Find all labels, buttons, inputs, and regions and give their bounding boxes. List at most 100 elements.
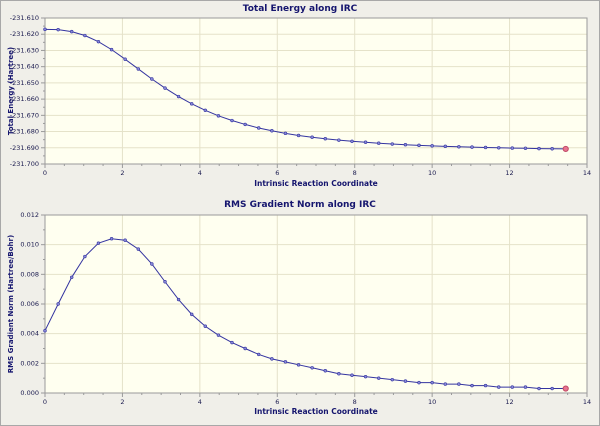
energy-x-axis-label: Intrinsic Reaction Coordinate — [254, 179, 378, 188]
selected-point-marker[interactable] — [562, 145, 569, 153]
data-point-marker[interactable] — [123, 57, 127, 61]
y-tick-label: 0.008 — [20, 270, 39, 278]
data-point-marker[interactable] — [43, 27, 47, 32]
y-tick-label: -231.610 — [10, 14, 39, 22]
data-point-marker[interactable] — [443, 144, 448, 149]
data-point-marker[interactable] — [190, 312, 194, 317]
data-point-marker[interactable] — [96, 241, 101, 245]
data-point-marker[interactable] — [203, 108, 207, 113]
data-point-marker[interactable] — [390, 377, 394, 382]
data-point-marker[interactable] — [497, 385, 501, 389]
data-point-marker[interactable] — [457, 145, 461, 149]
energy-plot-canvas[interactable]: -231.700 -231.690 -231.680 -231.670 -231.660… — [3, 3, 597, 199]
data-point-marker[interactable] — [109, 47, 114, 52]
data-point-marker[interactable] — [43, 329, 47, 333]
data-point-marker[interactable] — [56, 302, 60, 306]
y-tick-label: -231.670 — [10, 111, 39, 119]
data-point-marker[interactable] — [230, 340, 234, 345]
series-line — [44, 238, 566, 390]
data-point-marker[interactable] — [537, 146, 541, 151]
x-tick-label: 4 — [198, 398, 202, 406]
data-point-marker[interactable] — [403, 142, 408, 147]
data-point-marker[interactable] — [203, 324, 207, 328]
data-point-marker[interactable] — [123, 238, 127, 242]
data-point-marker[interactable] — [363, 374, 368, 379]
data-point-marker[interactable] — [323, 136, 327, 141]
data-point-marker[interactable] — [70, 275, 74, 280]
data-point-marker[interactable] — [430, 380, 434, 385]
data-point-marker[interactable] — [497, 146, 501, 150]
y-tick-label: -231.650 — [10, 79, 39, 87]
data-point-marker[interactable] — [457, 382, 461, 386]
data-point-marker[interactable] — [176, 94, 181, 99]
plot-area[interactable] — [45, 18, 587, 164]
data-point-marker[interactable] — [310, 135, 314, 139]
data-point-marker[interactable] — [190, 102, 194, 106]
data-point-marker[interactable] — [350, 373, 354, 377]
data-point-marker[interactable] — [150, 77, 154, 81]
data-point-marker[interactable] — [109, 237, 114, 241]
data-point-marker[interactable] — [417, 380, 421, 385]
data-point-marker[interactable] — [163, 280, 167, 284]
data-point-marker[interactable] — [257, 352, 261, 357]
x-tick-label: 0 — [43, 169, 47, 177]
data-point-marker[interactable] — [216, 114, 221, 118]
data-point-marker[interactable] — [550, 147, 554, 151]
data-point-marker[interactable] — [176, 297, 181, 302]
data-point-marker[interactable] — [323, 369, 327, 373]
data-point-marker[interactable] — [136, 247, 141, 251]
data-point-marker[interactable] — [296, 363, 301, 367]
data-point-marker[interactable] — [216, 333, 221, 337]
gradient-plot-canvas[interactable]: 0.000 0.002 0.004 0.006 0.008 0.010 0.012 0 2 4 6 8… — [3, 199, 597, 423]
data-point-marker[interactable] — [96, 39, 101, 44]
y-tick-label: -231.680 — [10, 128, 39, 136]
data-point-marker[interactable] — [83, 33, 87, 38]
data-point-marker[interactable] — [350, 139, 354, 143]
data-point-marker[interactable] — [70, 29, 74, 34]
data-point-marker[interactable] — [270, 357, 274, 361]
data-point-marker[interactable] — [243, 122, 247, 127]
data-point-marker[interactable] — [283, 360, 288, 364]
data-point-marker[interactable] — [417, 143, 421, 148]
x-tick-label: 14 — [583, 398, 591, 406]
x-tick-label: 4 — [198, 169, 202, 177]
data-point-marker[interactable] — [56, 27, 60, 32]
data-point-marker[interactable] — [403, 379, 408, 383]
data-point-marker[interactable] — [310, 366, 314, 370]
data-point-marker[interactable] — [483, 145, 488, 150]
data-point-marker[interactable] — [337, 138, 341, 142]
data-point-marker[interactable] — [537, 386, 541, 391]
data-point-marker[interactable] — [243, 346, 247, 351]
data-point-marker[interactable] — [510, 146, 514, 150]
data-point-marker[interactable] — [230, 118, 234, 123]
data-point-marker[interactable] — [83, 254, 87, 259]
x-tick-label: 12 — [505, 169, 513, 177]
data-point-marker[interactable] — [337, 372, 341, 376]
data-point-marker[interactable] — [257, 126, 261, 130]
data-point-marker[interactable] — [283, 131, 288, 136]
data-point-marker[interactable] — [523, 146, 528, 150]
data-point-marker[interactable] — [550, 386, 554, 391]
data-point-marker[interactable] — [377, 141, 381, 145]
data-point-marker[interactable] — [363, 140, 368, 144]
data-point-marker[interactable] — [510, 385, 514, 389]
data-point-marker[interactable] — [430, 144, 434, 148]
data-point-marker[interactable] — [523, 385, 528, 389]
data-point-marker[interactable] — [270, 129, 274, 133]
data-point-marker[interactable] — [377, 376, 381, 380]
data-point-marker[interactable] — [483, 383, 488, 388]
x-tick-label: 8 — [353, 398, 357, 406]
data-point-marker[interactable] — [470, 383, 474, 388]
data-point-marker[interactable] — [150, 262, 154, 266]
data-point-marker[interactable] — [136, 67, 141, 71]
series-line — [44, 28, 566, 150]
data-point-marker[interactable] — [390, 142, 394, 146]
data-point-marker[interactable] — [443, 382, 448, 386]
data-point-marker[interactable] — [470, 145, 474, 149]
data-point-marker[interactable] — [163, 86, 167, 90]
data-point-marker[interactable] — [296, 133, 301, 138]
selected-point-marker[interactable] — [562, 385, 569, 392]
x-tick-label: 10 — [428, 169, 436, 177]
y-tick-label: 0.012 — [20, 211, 39, 219]
